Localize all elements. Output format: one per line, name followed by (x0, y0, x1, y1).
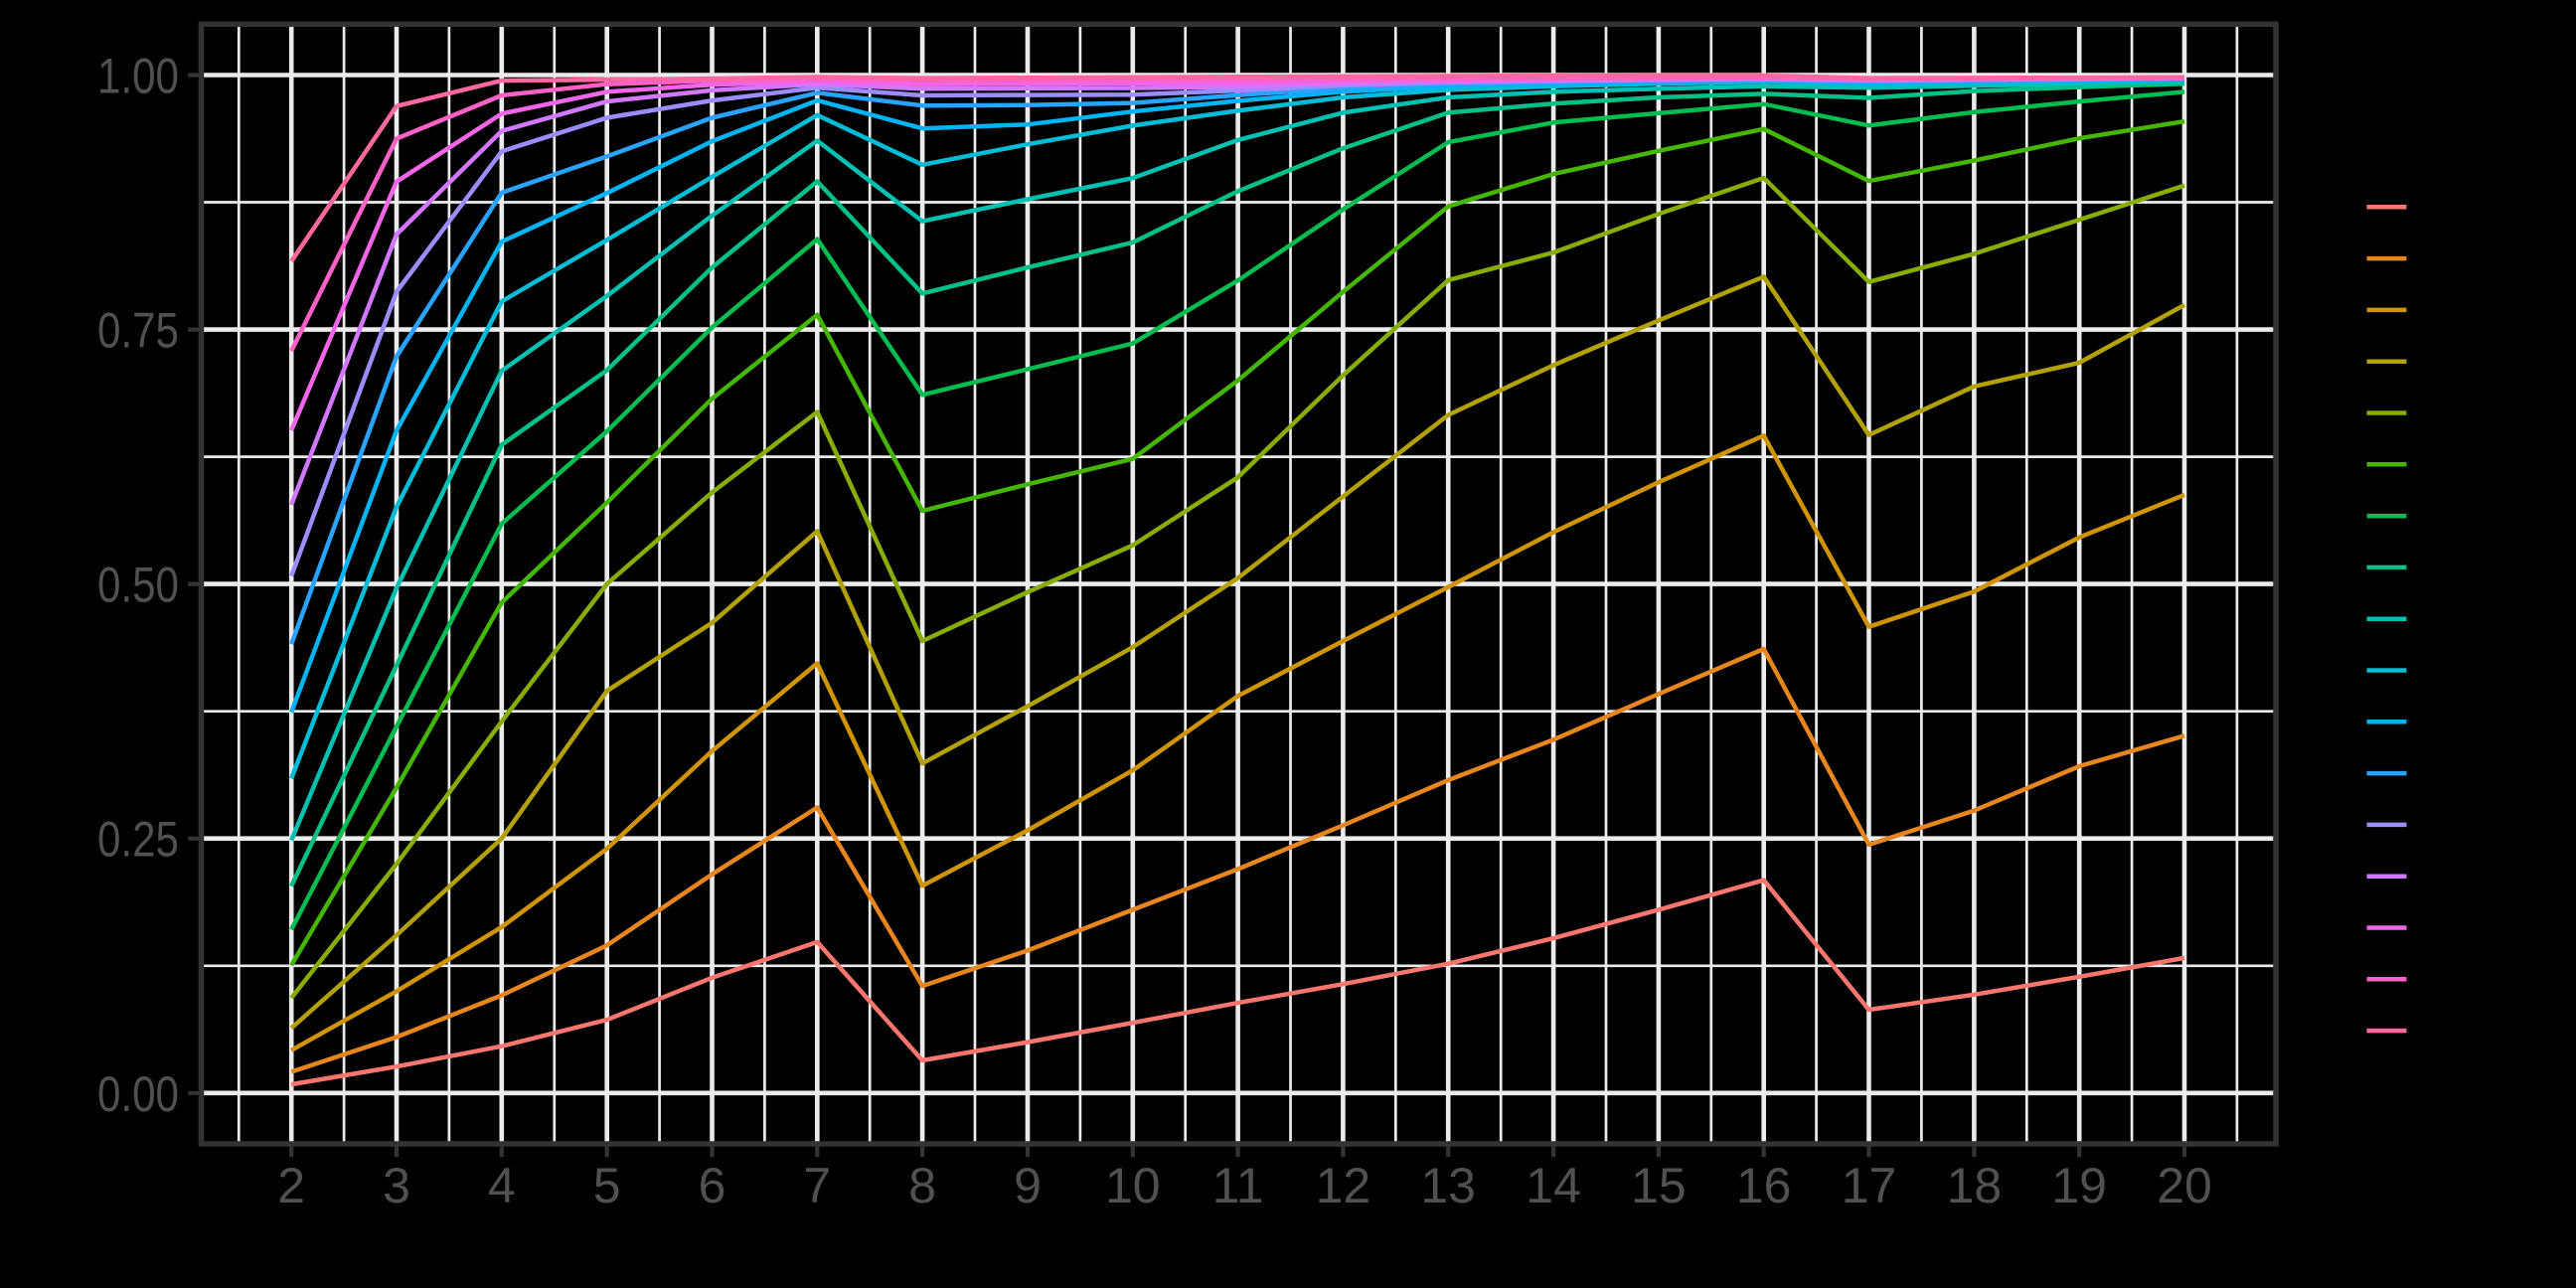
svg-text:0.25: 0.25 (97, 812, 179, 868)
svg-text:19: 19 (2051, 1158, 2107, 1213)
svg-text:4: 4 (488, 1158, 516, 1213)
svg-text:10: 10 (1105, 1158, 1161, 1213)
svg-text:18: 18 (1947, 1158, 2003, 1213)
svg-text:14: 14 (1526, 1158, 1581, 1213)
svg-text:9: 9 (1014, 1158, 1042, 1213)
svg-text:15: 15 (1631, 1158, 1687, 1213)
svg-text:0.75: 0.75 (97, 303, 179, 359)
svg-text:5: 5 (593, 1158, 621, 1213)
svg-text:13: 13 (1420, 1158, 1476, 1213)
svg-text:17: 17 (1842, 1158, 1897, 1213)
svg-text:0.50: 0.50 (97, 558, 179, 613)
svg-text:3: 3 (383, 1158, 410, 1213)
svg-text:12: 12 (1316, 1158, 1371, 1213)
svg-text:0.00: 0.00 (97, 1066, 179, 1122)
svg-text:2: 2 (277, 1158, 305, 1213)
svg-text:16: 16 (1736, 1158, 1792, 1213)
svg-text:1.00: 1.00 (97, 49, 179, 104)
svg-text:8: 8 (908, 1158, 936, 1213)
svg-text:7: 7 (803, 1158, 831, 1213)
svg-text:6: 6 (699, 1158, 726, 1213)
svg-text:11: 11 (1212, 1158, 1264, 1213)
svg-text:20: 20 (2157, 1158, 2212, 1213)
